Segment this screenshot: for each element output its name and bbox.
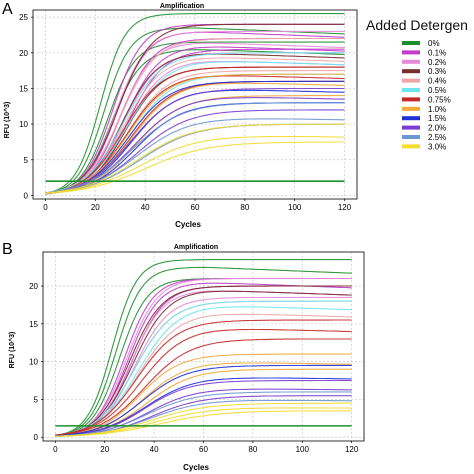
x-tick-label: 60 xyxy=(199,445,208,454)
panel-b-ylabel: RFU (10^3) xyxy=(8,332,16,369)
amplification-curve xyxy=(55,300,352,436)
panel-b-plot: 0 20 40 60 80 100 120 0 5 10 15 20 xyxy=(29,251,365,454)
panel-a-plot: 0 20 40 60 80 100 120 0 5 10 15 20 25 xyxy=(19,9,358,212)
amplification-curve xyxy=(55,338,352,436)
amplification-curve xyxy=(45,23,345,194)
amplification-curve xyxy=(55,285,352,437)
y-tick-label: 5 xyxy=(34,395,39,404)
amplification-curve xyxy=(45,37,345,194)
legend-swatch xyxy=(402,69,420,74)
amplification-curve xyxy=(45,52,345,194)
y-tick-label: 25 xyxy=(19,13,28,22)
legend-label: 0.75% xyxy=(428,95,451,104)
x-tick-label: 40 xyxy=(150,445,159,454)
amplification-curve xyxy=(55,377,352,437)
y-tick-label: 10 xyxy=(29,358,38,367)
y-tick-label: 5 xyxy=(24,156,29,165)
amplification-curve xyxy=(45,41,345,195)
amplification-curve xyxy=(55,319,352,436)
legend: 0%0.1%0.2%0.3%0.4%0.5%0.75%1.0%1.5%2.0%2… xyxy=(402,39,451,151)
panel-letter-b: B xyxy=(2,241,13,258)
legend-swatch xyxy=(402,144,420,149)
legend-label: 2.5% xyxy=(428,133,446,142)
x-tick-label: 100 xyxy=(296,445,310,454)
x-tick-label: 120 xyxy=(345,445,359,454)
amplification-curve xyxy=(55,266,352,437)
legend-label: 0.2% xyxy=(428,58,446,67)
amplification-curve xyxy=(45,73,345,194)
amplification-curve xyxy=(45,87,345,194)
legend-swatch xyxy=(402,125,420,130)
y-tick-label: 10 xyxy=(19,120,28,129)
legend-swatch xyxy=(402,97,420,102)
amplification-curve xyxy=(55,277,352,437)
x-tick-label: 40 xyxy=(141,203,150,212)
amplification-curve xyxy=(55,379,352,437)
legend-label: 2.0% xyxy=(428,124,446,133)
amplification-curve xyxy=(55,407,352,437)
amplification-curve xyxy=(55,353,352,437)
amplification-curve xyxy=(45,136,345,194)
y-tick-label: 15 xyxy=(29,320,38,329)
legend-label: 1.0% xyxy=(428,105,446,114)
amplification-curve xyxy=(55,328,352,436)
amplification-curve xyxy=(45,66,345,194)
legend-swatch xyxy=(402,78,420,83)
panel-b-title: Amplification xyxy=(174,244,218,251)
legend-label: 0.5% xyxy=(428,86,446,95)
legend-label: 0% xyxy=(428,39,440,48)
y-tick-label: 0 xyxy=(24,191,29,200)
legend-label: 1.5% xyxy=(428,114,446,123)
legend-swatch xyxy=(402,116,420,121)
legend-title: Added Detergen xyxy=(366,17,468,33)
amplification-curve xyxy=(45,53,345,195)
amplification-curve xyxy=(45,42,345,195)
amplification-curve xyxy=(55,391,352,437)
legend-swatch xyxy=(402,50,420,55)
amplification-curve xyxy=(45,141,345,194)
panel-a-xlabel: Cycles xyxy=(175,220,201,229)
y-tick-label: 15 xyxy=(19,84,28,93)
legend-swatch xyxy=(402,106,420,111)
amplification-curve xyxy=(45,61,345,194)
legend-swatch xyxy=(402,41,420,45)
legend-swatch xyxy=(402,135,420,139)
x-tick-label: 80 xyxy=(240,203,249,212)
amplification-curve xyxy=(55,410,352,437)
legend-label: 3.0% xyxy=(428,142,446,151)
amplification-curve xyxy=(45,13,345,194)
y-tick-label: 20 xyxy=(19,49,28,58)
amplification-curve xyxy=(55,402,352,437)
amplification-curve xyxy=(45,80,345,194)
legend-swatch xyxy=(402,59,420,64)
amplification-curve xyxy=(45,102,345,194)
legend-label: 0.1% xyxy=(428,48,446,57)
x-tick-label: 0 xyxy=(53,445,58,454)
x-tick-label: 120 xyxy=(338,203,352,212)
y-tick-label: 20 xyxy=(29,282,38,291)
legend-label: 0.3% xyxy=(428,67,446,76)
x-tick-label: 0 xyxy=(43,203,48,212)
panel-a-ylabel: RFU (10^3) xyxy=(3,102,11,139)
amplification-curve xyxy=(45,123,345,194)
x-tick-label: 20 xyxy=(91,203,100,212)
panel-b-xlabel: Cycles xyxy=(183,463,209,472)
legend-label: 0.4% xyxy=(428,77,446,86)
x-tick-label: 20 xyxy=(100,445,109,454)
x-tick-label: 100 xyxy=(288,203,302,212)
panel-letter-a: A xyxy=(2,1,13,18)
legend-swatch xyxy=(402,88,420,92)
x-tick-label: 60 xyxy=(191,203,200,212)
y-tick-label: 0 xyxy=(34,433,39,442)
amplification-curve xyxy=(55,259,352,437)
x-tick-label: 80 xyxy=(248,445,257,454)
panel-a-title: Amplification xyxy=(160,3,204,10)
